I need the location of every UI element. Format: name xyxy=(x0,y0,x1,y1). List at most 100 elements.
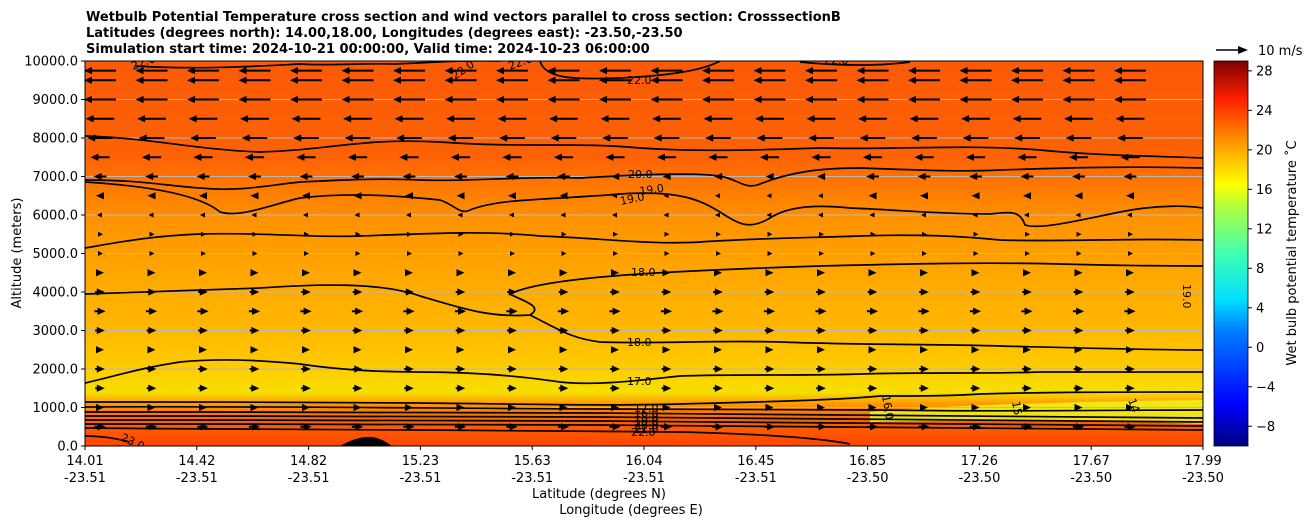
wind-vector xyxy=(249,384,260,392)
wind-vector xyxy=(767,231,773,237)
wind-vector xyxy=(1011,67,1043,75)
contour-label: 16.0 xyxy=(879,394,896,420)
wind-vector xyxy=(454,172,467,181)
wind-vector xyxy=(85,95,116,104)
wind-vector xyxy=(405,403,413,412)
wind-vector xyxy=(399,153,419,161)
wind-vector xyxy=(98,231,103,237)
contour-label: 18.0 xyxy=(631,266,656,279)
wind-vector xyxy=(290,76,322,84)
wind-vector xyxy=(917,172,931,181)
wind-vector xyxy=(508,192,516,200)
wind-vector xyxy=(599,67,631,75)
wind-vector xyxy=(352,326,363,335)
wind-vector xyxy=(856,95,889,104)
wind-vector xyxy=(766,212,772,218)
wind-vector xyxy=(507,288,517,296)
wind-vector xyxy=(819,251,824,256)
wind-vector xyxy=(1021,307,1033,315)
wind-vector xyxy=(147,269,156,277)
x-tick-label-lon: -23.51 xyxy=(735,471,777,486)
wind-vector xyxy=(1062,76,1095,84)
contour-stack-1 xyxy=(85,405,1203,412)
wind-vector xyxy=(818,193,823,199)
contour-22-low xyxy=(85,427,851,445)
wind-vector xyxy=(862,153,883,161)
wind-vector xyxy=(599,76,631,84)
x-tick-label-lat: 17.67 xyxy=(1073,454,1110,469)
quiver-key-arrow-head xyxy=(1238,46,1248,54)
wind-vector xyxy=(1074,192,1083,200)
wind-vector xyxy=(965,153,986,161)
wind-vector xyxy=(922,251,927,256)
wind-vector xyxy=(715,212,720,218)
wind-vector xyxy=(602,134,628,142)
wind-vector xyxy=(393,76,425,84)
wind-vector xyxy=(201,231,206,237)
contour-17 xyxy=(85,358,1203,385)
wind-vector xyxy=(95,326,105,335)
wind-vector xyxy=(135,76,168,84)
wind-vector xyxy=(1125,384,1135,392)
wind-vector xyxy=(193,153,213,161)
wind-vector xyxy=(455,365,466,373)
wind-vector xyxy=(300,423,312,431)
wind-vector xyxy=(714,269,722,277)
wind-vector xyxy=(145,172,158,181)
wind-vector xyxy=(663,193,669,199)
wind-vector xyxy=(406,212,411,218)
wind-vector xyxy=(599,95,631,104)
wind-vector xyxy=(510,231,515,237)
wind-vector xyxy=(605,153,625,161)
wind-vector xyxy=(755,115,784,123)
wind-vector xyxy=(199,269,207,277)
wind-vector xyxy=(304,231,309,237)
wind-vector xyxy=(1125,326,1135,335)
wind-vector xyxy=(920,192,928,200)
wind-vector xyxy=(198,288,208,296)
wind-vector xyxy=(921,212,926,218)
wind-vector xyxy=(553,153,574,161)
x-tick-label-lon: -23.51 xyxy=(399,471,441,486)
wind-vector xyxy=(715,193,720,199)
wind-vector xyxy=(1120,153,1140,161)
wind-vector xyxy=(818,212,823,218)
contour-label: 17.0 xyxy=(627,375,652,388)
x-tick-label-lon: -23.51 xyxy=(623,471,665,486)
y-axis: 0.0 1000.0 2000.0 3000.0 4000.0 5000.0 6000.0 7… xyxy=(24,55,85,455)
wind-vector xyxy=(301,288,311,296)
wind-vector xyxy=(547,95,580,104)
wind-vector xyxy=(355,251,361,256)
chart-title-line-2: Latitudes (degrees north): 14.00,18.00, … xyxy=(86,26,683,41)
wind-vector xyxy=(611,269,619,277)
wind-vector xyxy=(708,153,728,161)
wind-vector xyxy=(352,288,363,296)
wind-vector xyxy=(355,231,361,237)
contour-label: 22.0 xyxy=(824,54,849,67)
wind-vector xyxy=(1125,288,1135,296)
wind-vector xyxy=(455,384,466,392)
wind-vector xyxy=(867,288,878,296)
wind-vector xyxy=(351,172,364,181)
colorbar-tick-label: 8 xyxy=(1256,262,1264,277)
wind-vectors xyxy=(85,67,1146,431)
wind-vector xyxy=(612,212,617,218)
contour-label: 22.0 xyxy=(627,74,652,87)
wind-vector xyxy=(815,423,827,431)
wind-vector xyxy=(971,192,980,200)
wind-vector xyxy=(1062,67,1095,75)
wind-vector xyxy=(1065,134,1092,142)
wind-vector xyxy=(450,153,471,161)
wind-vector xyxy=(970,288,981,296)
wind-vector xyxy=(1023,192,1031,200)
chart-title-line-3: Simulation start time: 2024-10-21 00:00:… xyxy=(86,42,650,57)
wind-vector xyxy=(444,76,477,84)
x-tick-label-lon: -23.50 xyxy=(1182,471,1224,486)
wind-vector xyxy=(753,67,786,75)
wind-vector xyxy=(661,326,672,335)
wind-vector xyxy=(248,423,261,431)
wind-vector xyxy=(94,423,106,431)
wind-vector xyxy=(252,231,258,237)
wind-vector xyxy=(713,288,723,296)
wind-vector xyxy=(547,67,580,75)
